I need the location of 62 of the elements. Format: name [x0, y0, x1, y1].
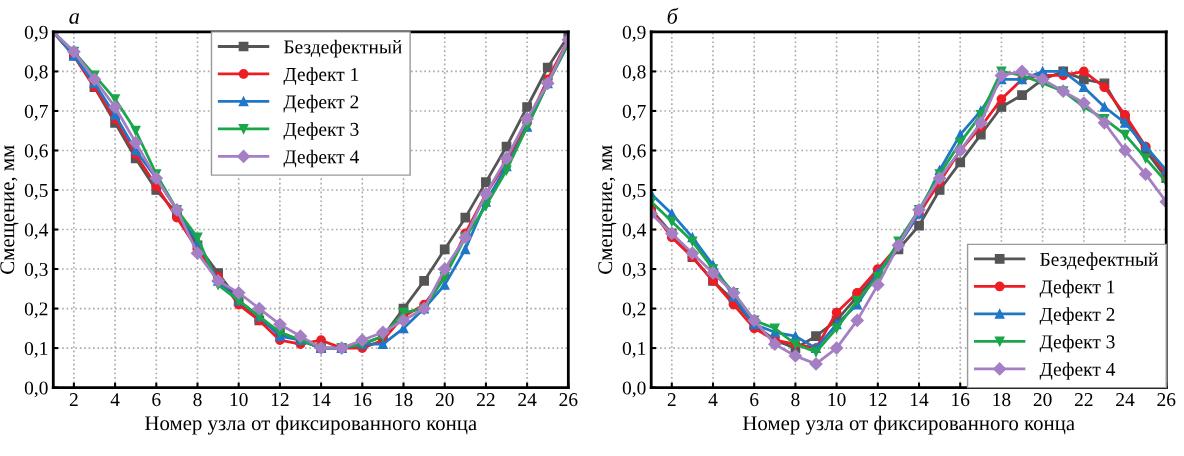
y-tick-label: 0,3	[622, 262, 646, 279]
x-tick-label: 24	[1116, 393, 1135, 406]
x-tick-label: 22	[477, 393, 495, 406]
y-tick-label: 0,7	[622, 104, 646, 121]
x-tick-label: 16	[354, 393, 372, 407]
legend-label: Бездефектный	[1040, 252, 1158, 270]
legend-label: Дефект 3	[283, 122, 359, 140]
x-tick-label: 6	[152, 393, 161, 407]
legend-label: Бездефектный	[283, 39, 402, 58]
x-tick-label: 4	[708, 393, 718, 406]
y-axis-title: Смещение, мм	[0, 145, 19, 274]
y-tick-label: 0,1	[24, 341, 48, 358]
y-tick-label: 0,9	[622, 25, 646, 42]
x-tick-label: 4	[110, 393, 120, 406]
x-tick-label: 14	[313, 393, 331, 406]
y-tick-label: 0,8	[24, 65, 48, 82]
y-axis-title: Смещение, мм	[598, 145, 617, 274]
x-tick-label: 12	[869, 393, 887, 406]
y-tick-label: 0,5	[622, 183, 646, 200]
x-tick-label: 2	[69, 393, 78, 406]
y-tick-label: 0,0	[24, 381, 48, 398]
y-tick-label: 0,9	[24, 25, 48, 42]
x-tick-label: 18	[993, 393, 1011, 407]
y-tick-label: 0,1	[622, 341, 646, 358]
x-tick-label: 24	[518, 393, 537, 406]
x-axis-title: Номер узла от фиксированного конца	[742, 415, 1075, 435]
x-tick-label: 8	[791, 393, 800, 407]
x-tick-label: 6	[750, 393, 759, 407]
y-tick-label: 0,2	[24, 302, 48, 319]
legend-label: Дефект 1	[1039, 279, 1115, 298]
chart-title: а	[69, 13, 80, 24]
x-tick-label: 22	[1074, 393, 1093, 406]
x-tick-label: 16	[952, 393, 970, 407]
x-tick-label: 14	[911, 393, 929, 406]
x-tick-label: 8	[193, 393, 202, 407]
legend-label: Дефект 2	[1039, 307, 1115, 325]
y-tick-label: 0,6	[24, 144, 48, 161]
x-tick-label: 26	[559, 393, 578, 407]
x-tick-label: 18	[395, 393, 413, 407]
y-tick-label: 0,3	[24, 262, 48, 279]
x-tick-label: 12	[271, 393, 289, 406]
y-tick-label: 0,4	[622, 223, 647, 240]
legend-label: Дефект 4	[1039, 362, 1116, 380]
y-tick-label: 0,2	[622, 302, 646, 319]
x-axis-title: Номер узла от фиксированного конца	[145, 415, 477, 435]
y-tick-label: 0,6	[622, 144, 646, 161]
y-tick-label: 0,0	[622, 381, 646, 398]
chart-title: б	[667, 7, 679, 24]
x-tick-label: 10	[230, 393, 248, 407]
y-tick-label: 0,5	[24, 183, 48, 200]
legend-label: Дефект 1	[283, 67, 359, 85]
x-tick-label: 20	[435, 393, 454, 407]
y-tick-label: 0,8	[622, 65, 646, 82]
legend-label: Дефект 3	[1039, 334, 1115, 353]
x-tick-label: 10	[828, 393, 846, 407]
x-tick-label: 26	[1157, 393, 1176, 407]
legend-label: Дефект 2	[283, 94, 359, 113]
x-tick-label: 20	[1033, 393, 1052, 407]
legend-label: Дефект 4	[283, 149, 359, 168]
y-tick-label: 0,4	[24, 223, 49, 240]
y-tick-label: 0,7	[24, 104, 48, 121]
x-tick-label: 2	[667, 393, 676, 406]
